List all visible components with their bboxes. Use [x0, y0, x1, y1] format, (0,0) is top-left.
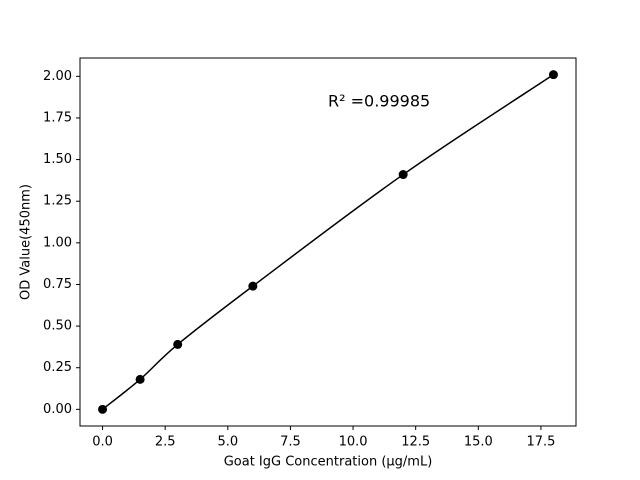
data-point	[135, 374, 145, 384]
y-tick-label: 0.75	[43, 277, 72, 292]
x-tick-label: 15.0	[464, 435, 493, 450]
x-tick-label: 5.0	[217, 435, 238, 450]
x-tick-label: 17.5	[526, 435, 555, 450]
x-tick-label: 0.0	[92, 435, 113, 450]
y-tick-label: 0.25	[43, 360, 72, 375]
y-tick-label: 1.25	[43, 194, 72, 209]
x-tick-label: 12.5	[401, 435, 430, 450]
x-tick-label: 10.0	[339, 435, 368, 450]
data-point	[548, 70, 558, 80]
y-tick-label: 0.00	[43, 402, 72, 417]
y-tick-label: 1.75	[43, 110, 72, 125]
y-axis-label: OD Value(450nm)	[19, 184, 34, 300]
data-point	[98, 404, 108, 414]
data-point	[398, 170, 408, 180]
y-tick-label: 2.00	[43, 69, 72, 84]
x-axis-label: Goat IgG Concentration (µg/mL)	[224, 455, 433, 470]
y-tick-label: 1.50	[43, 152, 72, 167]
x-tick-label: 7.5	[280, 435, 301, 450]
x-tick-label: 2.5	[155, 435, 176, 450]
y-tick-label: 1.00	[43, 235, 72, 250]
y-tick-label: 0.50	[43, 319, 72, 334]
plot-frame	[79, 57, 577, 427]
data-point	[173, 339, 183, 349]
data-point	[248, 281, 258, 291]
annotation: R² =0.99985	[328, 92, 430, 111]
